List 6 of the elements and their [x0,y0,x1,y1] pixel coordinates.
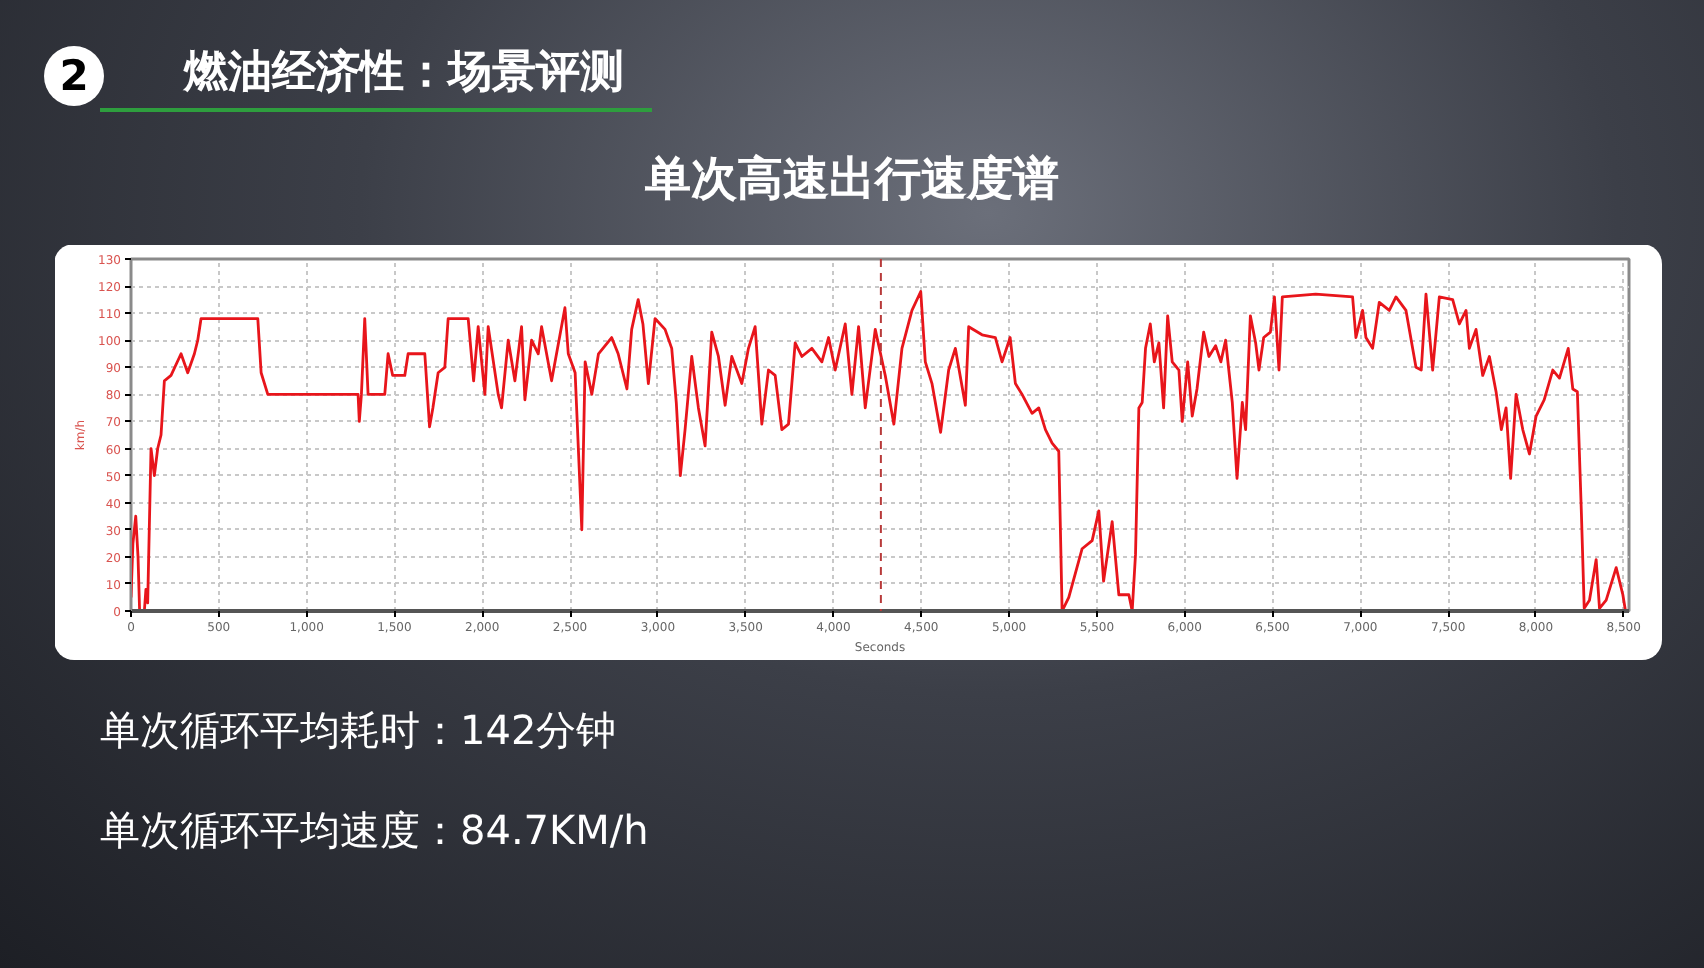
text: 单次循环平均耗时：142分钟 [100,706,617,754]
text: 2 [44,46,104,106]
text: 单次循环平均速度：84.7KM/h [100,806,649,854]
line-series [131,290,1627,611]
text: 燃油经济性：场景评测 [184,48,624,100]
chart-title: 单次高速出行速度谱 [643,152,1061,208]
